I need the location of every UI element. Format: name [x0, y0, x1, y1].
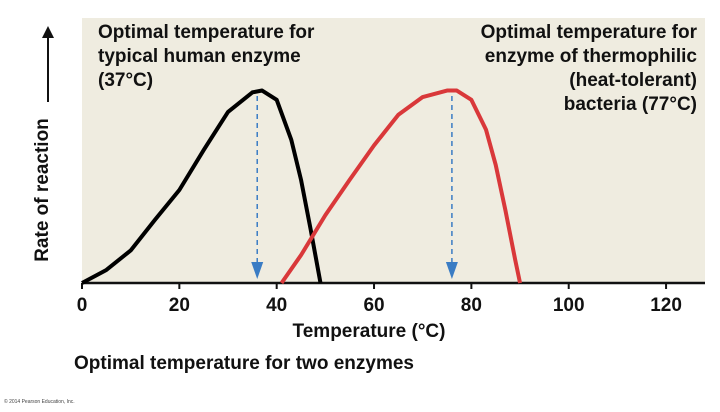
y-axis-arrowhead [42, 26, 54, 38]
annotation-text: (heat-tolerant) [569, 70, 697, 91]
x-tick-label: 20 [169, 295, 190, 316]
curve [279, 88, 523, 285]
credit: © 2014 Pearson Education, Inc. [4, 398, 75, 405]
annotation-text: bacteria (77°C) [564, 94, 697, 115]
annotation-text: enzyme of thermophilic [485, 46, 698, 67]
x-tick-label: 60 [363, 295, 384, 316]
x-tick-label: 80 [461, 295, 482, 316]
plot-area [82, 18, 705, 283]
annotation-text: Optimal temperature for [481, 22, 698, 43]
x-axis-label: Temperature (°C) [293, 321, 446, 342]
curve [81, 88, 323, 285]
caption: Optimal temperature for two enzymes [74, 353, 414, 374]
annotation-text: Optimal temperature for [98, 22, 315, 43]
x-tick-label: 100 [553, 295, 585, 316]
annotation-text: typical human enzyme [98, 46, 301, 67]
x-tick-label: 0 [77, 295, 88, 316]
x-tick-label: 120 [650, 295, 682, 316]
optimum-arrowhead [445, 262, 458, 279]
optimum-arrowhead [251, 262, 264, 279]
y-axis-label: Rate of reaction [32, 118, 53, 262]
x-tick-label: 40 [266, 295, 287, 316]
annotation-text: (37°C) [98, 70, 153, 91]
